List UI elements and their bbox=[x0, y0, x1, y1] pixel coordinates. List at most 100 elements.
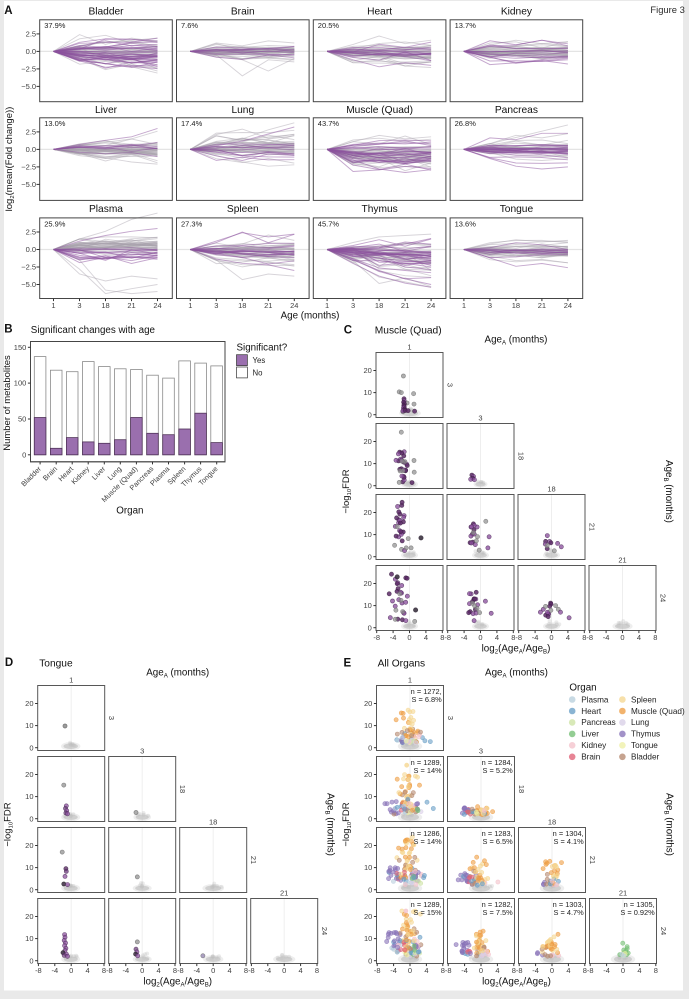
svg-text:Pancreas: Pancreas bbox=[495, 105, 538, 116]
svg-text:24: 24 bbox=[153, 301, 161, 310]
svg-text:8: 8 bbox=[582, 633, 586, 642]
svg-text:10: 10 bbox=[364, 792, 372, 801]
svg-text:Brain: Brain bbox=[581, 753, 601, 762]
svg-text:-8: -8 bbox=[444, 633, 451, 642]
svg-text:3: 3 bbox=[351, 301, 355, 310]
svg-text:Kidney: Kidney bbox=[501, 6, 533, 17]
svg-text:0: 0 bbox=[620, 633, 624, 642]
svg-text:Kidney: Kidney bbox=[581, 741, 607, 750]
svg-text:3: 3 bbox=[488, 301, 492, 310]
svg-text:n = 1303,: n = 1303, bbox=[553, 900, 584, 909]
svg-text:−log10​FDR: −log10​FDR bbox=[3, 802, 15, 846]
svg-text:-4: -4 bbox=[51, 966, 58, 975]
svg-text:All Organs: All Organs bbox=[378, 658, 426, 669]
svg-text:-8: -8 bbox=[373, 633, 380, 642]
svg-text:4: 4 bbox=[299, 966, 303, 975]
svg-text:−2.5: −2.5 bbox=[21, 163, 36, 172]
svg-text:21: 21 bbox=[588, 856, 597, 864]
svg-text:Heart: Heart bbox=[581, 707, 602, 716]
svg-text:−5.0: −5.0 bbox=[21, 82, 36, 91]
svg-text:-8: -8 bbox=[445, 966, 452, 975]
svg-text:45.7%: 45.7% bbox=[318, 219, 340, 228]
svg-text:S = 15%: S = 15% bbox=[414, 908, 443, 917]
svg-text:Number of metabolites: Number of metabolites bbox=[2, 355, 13, 451]
svg-text:18: 18 bbox=[517, 785, 526, 793]
svg-text:0: 0 bbox=[368, 481, 372, 490]
svg-text:26.8%: 26.8% bbox=[455, 119, 477, 128]
svg-text:Tongue: Tongue bbox=[39, 658, 73, 669]
svg-text:log2​(AgeA​/AgeB​): log2​(AgeA​/AgeB​) bbox=[143, 977, 212, 989]
svg-text:Organ: Organ bbox=[116, 506, 143, 517]
svg-text:-8: -8 bbox=[106, 966, 113, 975]
svg-text:Muscle (Quad): Muscle (Quad) bbox=[631, 707, 685, 716]
svg-text:0: 0 bbox=[368, 552, 372, 561]
svg-text:log2​(AgeA​/AgeB​): log2​(AgeA​/AgeB​) bbox=[482, 644, 551, 656]
svg-text:0: 0 bbox=[69, 966, 73, 975]
svg-text:20: 20 bbox=[363, 437, 371, 446]
svg-text:4: 4 bbox=[495, 966, 499, 975]
svg-text:1: 1 bbox=[51, 301, 55, 310]
svg-text:AgeB​ (months): AgeB​ (months) bbox=[324, 793, 336, 856]
svg-text:B: B bbox=[4, 323, 12, 335]
svg-text:0: 0 bbox=[479, 966, 483, 975]
svg-text:0: 0 bbox=[211, 966, 215, 975]
svg-text:S = 6.5%: S = 6.5% bbox=[482, 837, 513, 846]
svg-text:-8: -8 bbox=[515, 633, 522, 642]
svg-text:1: 1 bbox=[188, 301, 192, 310]
svg-text:-4: -4 bbox=[390, 633, 397, 642]
svg-text:1: 1 bbox=[325, 301, 329, 310]
svg-text:S = 4.7%: S = 4.7% bbox=[553, 908, 584, 917]
svg-text:n = 1289,: n = 1289, bbox=[411, 900, 442, 909]
svg-text:Liver: Liver bbox=[95, 105, 118, 116]
svg-text:Thymus: Thymus bbox=[361, 204, 397, 215]
svg-text:-4: -4 bbox=[390, 966, 397, 975]
svg-text:0: 0 bbox=[368, 885, 372, 894]
svg-text:8: 8 bbox=[315, 966, 319, 975]
svg-text:13.6%: 13.6% bbox=[455, 219, 477, 228]
svg-text:Muscle (Quad): Muscle (Quad) bbox=[375, 326, 442, 337]
svg-text:0: 0 bbox=[621, 966, 625, 975]
svg-text:Thymus: Thymus bbox=[631, 730, 660, 739]
svg-text:-4: -4 bbox=[461, 633, 468, 642]
svg-text:1: 1 bbox=[69, 676, 73, 685]
svg-text:log2​(mean(Fold change)): log2​(mean(Fold change)) bbox=[4, 107, 16, 212]
svg-text:0.0: 0.0 bbox=[26, 47, 36, 56]
svg-text:1: 1 bbox=[408, 676, 412, 685]
svg-text:18: 18 bbox=[178, 785, 187, 793]
svg-text:20: 20 bbox=[364, 770, 372, 779]
svg-text:0: 0 bbox=[368, 410, 372, 419]
svg-text:4: 4 bbox=[424, 966, 428, 975]
svg-text:20: 20 bbox=[364, 841, 372, 850]
svg-text:18: 18 bbox=[547, 485, 555, 494]
svg-text:20: 20 bbox=[364, 699, 372, 708]
svg-text:-8: -8 bbox=[374, 966, 381, 975]
svg-text:Significant?: Significant? bbox=[237, 343, 288, 354]
svg-text:Figure 3: Figure 3 bbox=[650, 4, 684, 15]
svg-text:Plasma: Plasma bbox=[89, 204, 123, 215]
svg-text:-4: -4 bbox=[603, 966, 610, 975]
svg-text:1: 1 bbox=[462, 301, 466, 310]
svg-text:10: 10 bbox=[364, 721, 372, 730]
svg-text:24: 24 bbox=[290, 301, 298, 310]
svg-text:2.5: 2.5 bbox=[26, 128, 36, 137]
svg-text:17.4%: 17.4% bbox=[181, 119, 203, 128]
svg-text:20: 20 bbox=[25, 912, 33, 921]
svg-text:0: 0 bbox=[549, 633, 553, 642]
svg-text:10: 10 bbox=[363, 459, 371, 468]
svg-text:18: 18 bbox=[517, 452, 526, 460]
svg-text:8: 8 bbox=[102, 966, 106, 975]
svg-text:-8: -8 bbox=[248, 966, 255, 975]
svg-text:4: 4 bbox=[637, 633, 641, 642]
svg-text:0: 0 bbox=[29, 743, 33, 752]
svg-text:10: 10 bbox=[363, 530, 371, 539]
svg-text:18: 18 bbox=[238, 301, 246, 310]
svg-text:-4: -4 bbox=[532, 633, 539, 642]
svg-text:4: 4 bbox=[424, 633, 428, 642]
svg-text:−log10​FDR: −log10​FDR bbox=[341, 469, 353, 513]
svg-text:Lung: Lung bbox=[231, 105, 254, 116]
svg-text:S = 6.8%: S = 6.8% bbox=[411, 695, 442, 704]
svg-text:0.0: 0.0 bbox=[26, 245, 36, 254]
svg-text:n = 1286,: n = 1286, bbox=[411, 829, 442, 838]
svg-text:C: C bbox=[344, 325, 352, 337]
svg-text:1: 1 bbox=[407, 343, 411, 352]
